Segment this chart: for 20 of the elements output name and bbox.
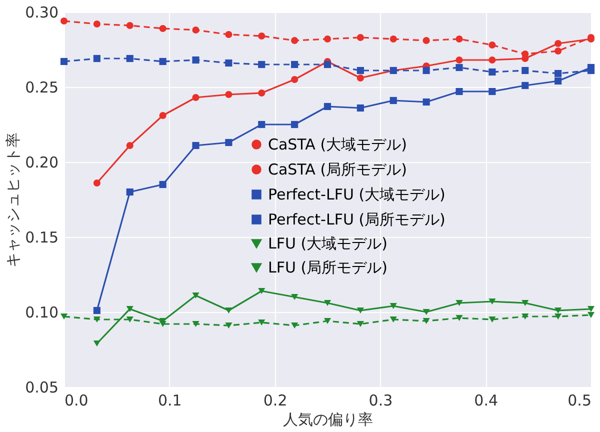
y-tick-label: 0.10 [25, 304, 58, 322]
y-axis-title: キャッシュヒット率 [4, 132, 22, 268]
y-tick-label: 0.25 [25, 78, 58, 96]
y-tick-label: 0.05 [25, 378, 58, 396]
legend-label: LFU (大域モデル) [268, 234, 388, 252]
legend-label: CaSTA (局所モデル) [268, 160, 407, 178]
legend-label: Perfect-LFU (局所モデル) [268, 210, 446, 228]
legend-label: Perfect-LFU (大域モデル) [268, 186, 446, 204]
x-axis-title: 人気の偏り率 [283, 410, 373, 428]
x-tick-label: 0.5 [568, 392, 592, 410]
x-tick-label: 0.0 [64, 392, 88, 410]
legend-label: LFU (局所モデル) [268, 258, 388, 276]
y-tick-label: 0.15 [25, 228, 58, 246]
y-tick-label: 0.30 [25, 4, 58, 22]
legend-label: CaSTA (大域モデル) [268, 136, 407, 154]
x-tick-label: 0.2 [263, 392, 288, 410]
x-tick-label: 0.3 [368, 392, 393, 410]
x-tick-label: 0.1 [158, 392, 182, 410]
y-tick-label: 0.20 [25, 154, 58, 172]
x-tick-label: 0.4 [474, 392, 498, 410]
